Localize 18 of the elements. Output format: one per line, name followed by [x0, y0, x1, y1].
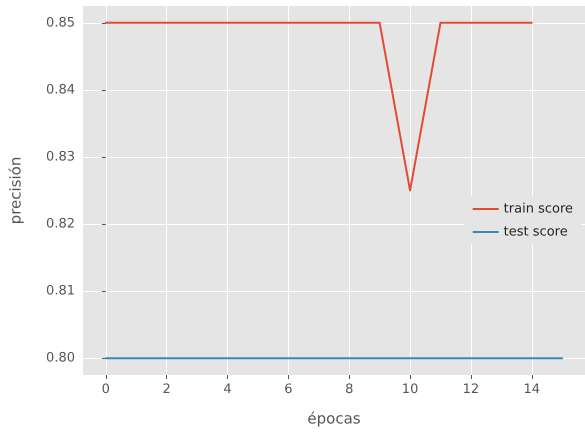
- y-tick-label: 0.81: [46, 284, 75, 299]
- x-tick-label: 12: [462, 382, 480, 397]
- legend-label: train score: [504, 202, 574, 216]
- y-tick-label: 0.80: [46, 350, 75, 366]
- y-tick-label: 0.82: [46, 216, 75, 232]
- y-axis-title: precisión: [6, 156, 24, 224]
- y-tick-label: 0.85: [46, 15, 75, 30]
- x-tick-label: 2: [162, 382, 171, 397]
- x-tick-label: 0: [102, 382, 110, 397]
- y-tick-label: 0.83: [46, 149, 75, 164]
- x-axis-title: épocas: [307, 410, 361, 428]
- x-tick-label: 4: [223, 382, 232, 397]
- legend-label: test score: [504, 224, 568, 240]
- x-tick-label: 6: [284, 382, 293, 397]
- y-tick-label: 0.84: [46, 82, 75, 98]
- x-tick-label: 8: [345, 382, 354, 397]
- x-tick-label: 10: [402, 382, 418, 397]
- x-tick-label: 14: [523, 382, 540, 397]
